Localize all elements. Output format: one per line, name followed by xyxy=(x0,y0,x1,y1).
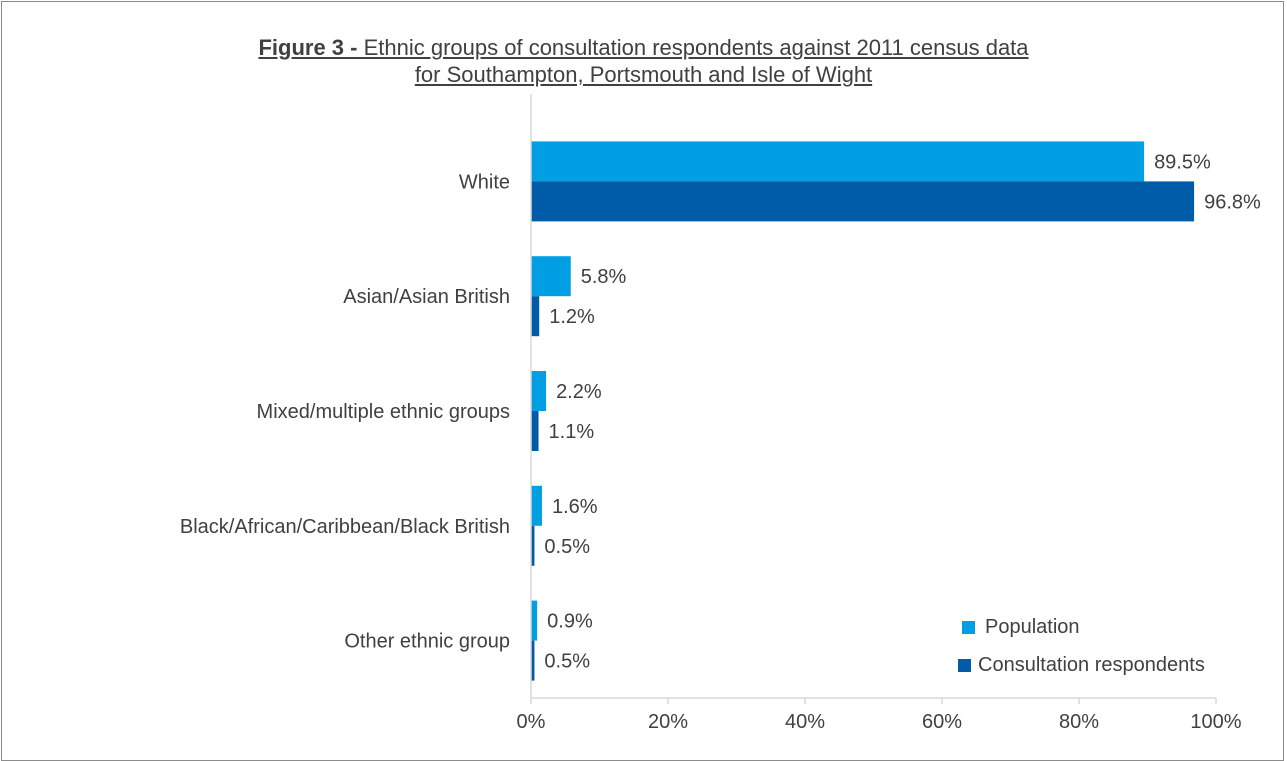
category-label-mixed-multiple-ethnic-groups: Mixed/multiple ethnic groups xyxy=(257,401,510,423)
x-tick-label-0: 0% xyxy=(517,711,546,733)
bar-population-white xyxy=(531,141,1145,182)
legend-label-consultation-respondents: Consultation respondents xyxy=(978,654,1205,676)
category-label-other-ethnic-group: Other ethnic group xyxy=(344,631,510,653)
category-labels: White Asian/Asian British Mixed/multiple e… xyxy=(180,171,510,652)
bars-group xyxy=(531,141,1195,681)
value-label-consultation-respondents-white: 96.8% xyxy=(1204,191,1261,213)
figure-number: Figure 3 - xyxy=(258,35,358,60)
bar-consultation-respondents-asian-asian-british xyxy=(531,296,540,337)
value-label-population-white: 89.5% xyxy=(1154,151,1211,173)
bar-population-mixed-multiple-ethnic-groups xyxy=(531,371,547,411)
category-label-asian-asian-british: Asian/Asian British xyxy=(343,286,510,308)
value-label-population-black-african-caribbean-black-british: 1.6% xyxy=(552,496,598,518)
value-label-consultation-respondents-mixed-multiple-ethnic-groups: 1.1% xyxy=(549,421,595,443)
chart-title: Figure 3 - Ethnic groups of consultation… xyxy=(0,34,1287,88)
bar-consultation-respondents-other-ethnic-group xyxy=(531,640,535,681)
category-label-white: White xyxy=(459,171,510,193)
x-tick-label-100: 100% xyxy=(1190,711,1241,733)
x-tick-label-60: 60% xyxy=(922,711,962,733)
x-tick-label-20: 20% xyxy=(648,711,688,733)
legend-label-population: Population xyxy=(985,616,1080,638)
bar-population-other-ethnic-group xyxy=(531,600,538,641)
chart-title-line-2: for Southampton, Portsmouth and Isle of … xyxy=(414,62,873,87)
legend-swatch-population xyxy=(962,621,975,634)
chart-title-line-1: Figure 3 - Ethnic groups of consultation… xyxy=(0,34,1287,61)
value-labels: 89.5% 96.8% 5.8% 1.2% 2.2% 1.1% 1.6% 0.5% 0.9% 0.… xyxy=(544,151,1261,672)
legend: Population Consultation respondents xyxy=(958,616,1205,676)
legend-swatch-consultation-respondents xyxy=(958,659,971,672)
bar-consultation-respondents-white xyxy=(531,181,1195,222)
x-axis-ticks: 0% 20% 40% 60% 80% 100% xyxy=(517,698,1242,733)
value-label-population-asian-asian-british: 5.8% xyxy=(581,266,627,288)
chart-title-text: Ethnic groups of consultation respondent… xyxy=(357,35,1029,60)
value-label-consultation-respondents-black-african-caribbean-black-british: 0.5% xyxy=(544,536,590,558)
value-label-consultation-respondents-other-ethnic-group: 0.5% xyxy=(544,651,590,673)
value-label-population-other-ethnic-group: 0.9% xyxy=(547,611,593,633)
bar-population-black-african-caribbean-black-british xyxy=(531,485,542,526)
bar-consultation-respondents-black-african-caribbean-black-british xyxy=(531,525,535,566)
value-label-population-mixed-multiple-ethnic-groups: 2.2% xyxy=(556,381,602,403)
bar-consultation-respondents-mixed-multiple-ethnic-groups xyxy=(531,411,539,451)
x-tick-label-80: 80% xyxy=(1059,711,1099,733)
value-label-consultation-respondents-asian-asian-british: 1.2% xyxy=(549,306,595,328)
bar-population-asian-asian-british xyxy=(531,256,571,297)
x-tick-label-40: 40% xyxy=(785,711,825,733)
category-label-black-african-caribbean-black-british: Black/African/Caribbean/Black British xyxy=(180,516,510,538)
